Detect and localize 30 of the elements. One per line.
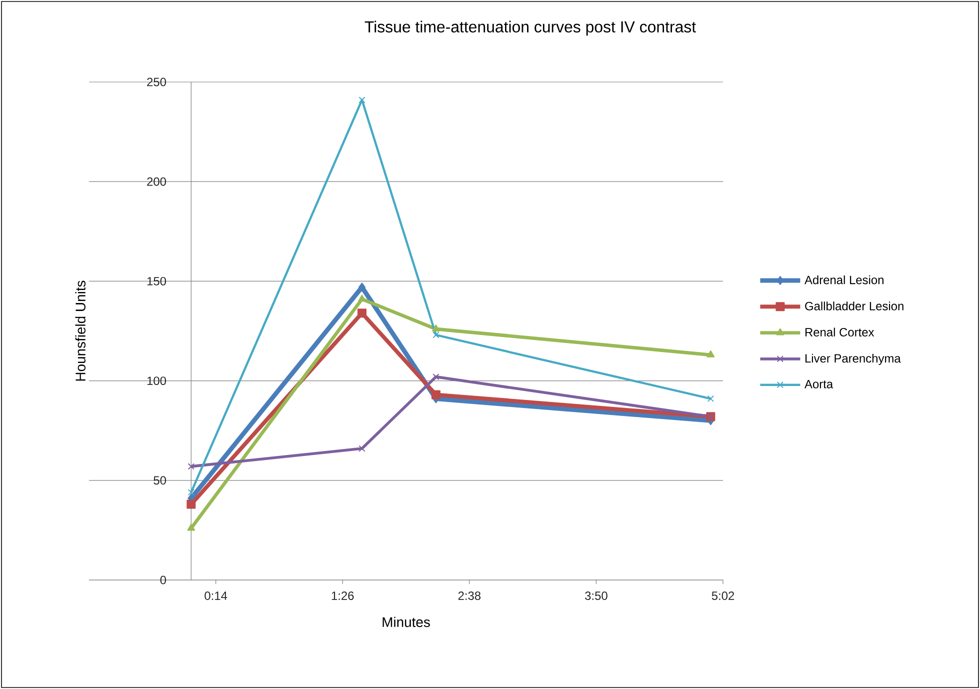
x-tick-label: 3:50 bbox=[585, 592, 608, 600]
point bbox=[358, 445, 366, 452]
point bbox=[707, 395, 714, 402]
legend-label: Aorta bbox=[804, 380, 834, 388]
point bbox=[358, 282, 366, 292]
x-tick-label: 1:26 bbox=[332, 592, 354, 600]
point bbox=[187, 524, 196, 531]
x-tick-label: 5:02 bbox=[712, 592, 734, 600]
point bbox=[188, 463, 194, 470]
y-tick-label: 0 bbox=[160, 576, 166, 584]
point bbox=[186, 500, 196, 509]
y-tick-label: 200 bbox=[147, 177, 166, 186]
point bbox=[432, 332, 440, 338]
legend-label: Liver Parenchyma bbox=[805, 354, 901, 365]
y-axis-title: Hounsfield Units bbox=[75, 280, 86, 381]
point bbox=[357, 308, 366, 318]
x-tick-label: 0:14 bbox=[204, 592, 228, 600]
point bbox=[358, 96, 366, 104]
point bbox=[706, 350, 715, 358]
point bbox=[432, 324, 440, 332]
x-tick-label: 2:38 bbox=[458, 592, 481, 600]
legend-label: Renal Cortex bbox=[805, 328, 874, 336]
point bbox=[431, 390, 440, 400]
chart-title: Tissue time-attenuation curves post IV contrast bbox=[364, 20, 696, 36]
y-tick-label: 250 bbox=[147, 78, 166, 86]
y-tick-label: 50 bbox=[154, 476, 166, 485]
point bbox=[188, 489, 194, 496]
legend-label: Adrenal Lesion bbox=[804, 275, 884, 284]
x-axis-title: Minutes bbox=[382, 616, 430, 628]
legend-label: Gallbladder Lesion bbox=[805, 302, 904, 310]
